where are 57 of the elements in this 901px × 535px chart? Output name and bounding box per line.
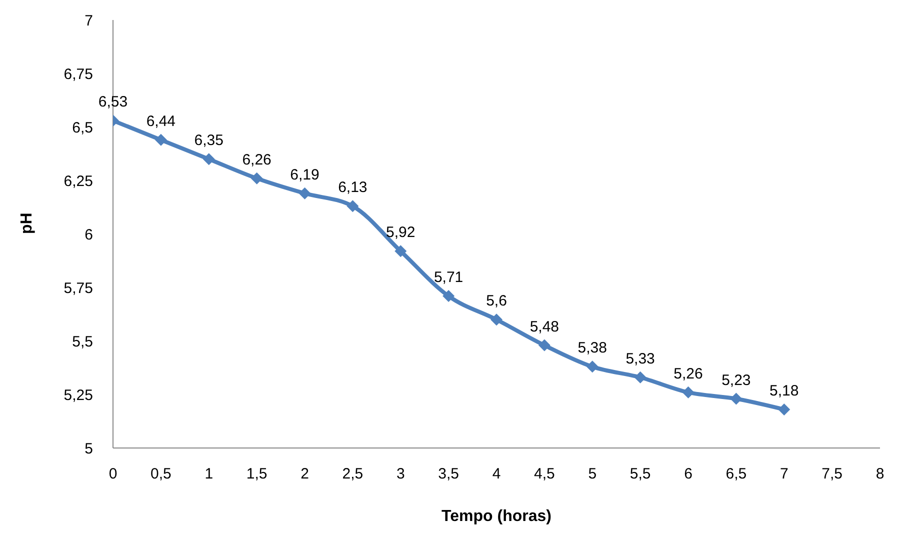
x-tick-label: 8	[876, 466, 884, 483]
data-label: 6,26	[242, 151, 272, 168]
x-tick-label: 7,5	[822, 466, 842, 483]
data-label: 5,48	[530, 318, 560, 336]
y-tick-label: 6,25	[64, 172, 93, 190]
point	[682, 386, 694, 398]
x-tick-label: 6	[684, 466, 692, 483]
point	[490, 314, 502, 326]
data-label: 5,71	[434, 269, 464, 286]
point	[538, 339, 550, 352]
point	[442, 290, 455, 302]
data-label: 6,13	[338, 179, 368, 196]
x-tick-label: 4	[492, 466, 501, 483]
y-axis-title: pH	[18, 212, 36, 234]
data-label: 5,38	[578, 340, 607, 357]
x-tick-label: 0	[108, 466, 118, 483]
x-tick-label: 4,5	[534, 466, 555, 483]
x-tick-label: 5	[588, 466, 597, 483]
point	[778, 403, 790, 416]
x-tick-label: 1,5	[246, 466, 268, 483]
x-tick-label: 5,5	[630, 466, 651, 483]
y-tick-label: 5,5	[72, 333, 93, 350]
data-label: 6,19	[290, 166, 320, 184]
x-axis-title: Tempo (horas)	[442, 508, 552, 525]
x-tick-label: 3,5	[438, 466, 459, 483]
data-label: 6,53	[98, 94, 128, 111]
point	[730, 392, 742, 405]
point	[250, 172, 263, 184]
y-tick-label: 5	[84, 440, 93, 458]
data-label: 5,33	[626, 350, 655, 368]
data-label: 5,23	[722, 372, 751, 389]
point	[298, 187, 311, 200]
x-tick-label: 6,5	[726, 466, 747, 483]
data-label: 6,44	[146, 112, 176, 130]
x-tick-label: 3	[396, 466, 405, 483]
y-tick-label: 6,75	[64, 66, 93, 83]
data-label: 5,92	[386, 224, 416, 242]
point	[394, 245, 407, 258]
x-tick-label: 2	[300, 466, 309, 483]
point	[154, 134, 167, 146]
y-tick-label: 6	[84, 226, 93, 244]
point	[202, 153, 215, 166]
y-tick-label: 6,5	[72, 119, 93, 136]
y-tick-label: 5,75	[64, 280, 93, 297]
x-tick-label: 2,5	[342, 466, 364, 483]
data-label: 5,26	[674, 365, 703, 382]
data-label: 6,35	[194, 132, 224, 150]
x-tick-label: 1	[204, 466, 214, 483]
point	[346, 200, 359, 212]
data-label: 5,18	[770, 382, 799, 400]
point	[634, 371, 646, 384]
point	[586, 360, 598, 373]
y-tick-label: 5,25	[64, 386, 93, 404]
y-tick-label: 7	[84, 12, 93, 30]
data-label: 5,6	[486, 292, 507, 310]
x-tick-label: 0,5	[150, 466, 172, 483]
x-tick-label: 7	[780, 466, 788, 483]
